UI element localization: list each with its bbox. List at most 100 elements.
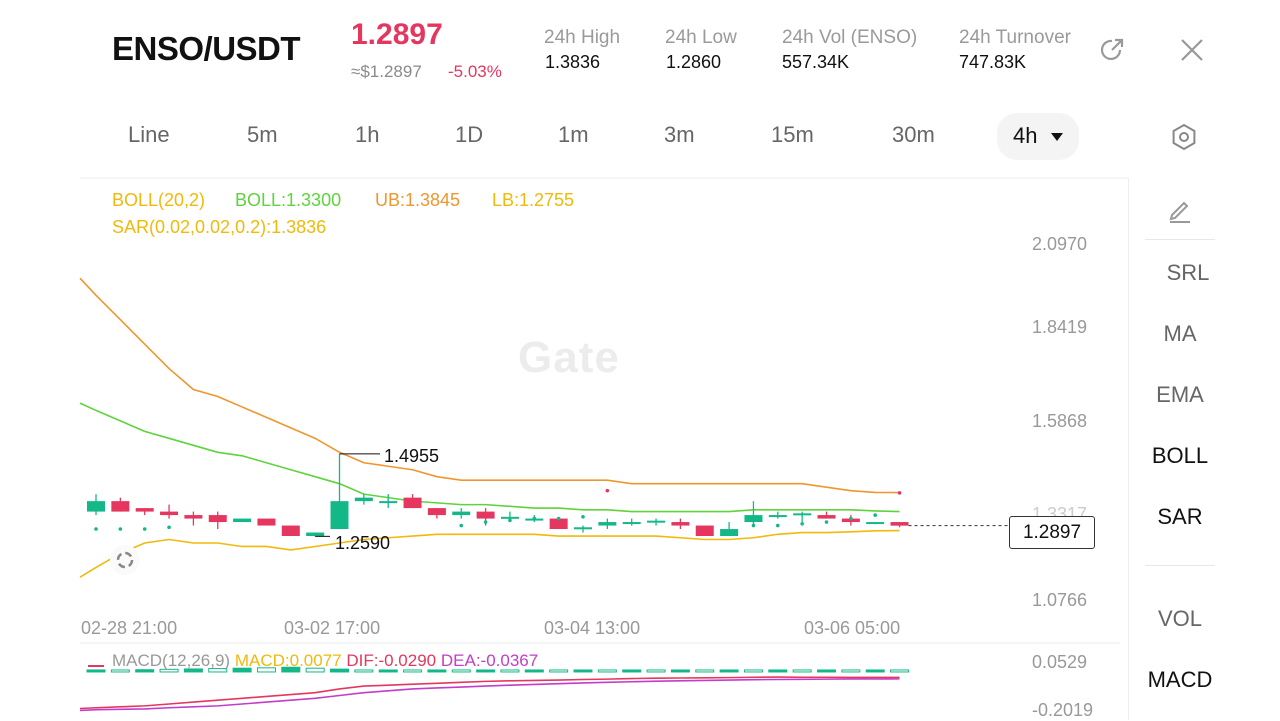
tab-1m[interactable]: 1m xyxy=(558,122,589,147)
macd-histogram-bar xyxy=(451,669,471,673)
candle-body xyxy=(184,515,203,519)
sar-dot xyxy=(508,518,512,523)
candle-body xyxy=(135,508,154,512)
sar-dot xyxy=(167,525,171,530)
tab-1d[interactable]: 1D xyxy=(455,122,484,147)
sar-dot xyxy=(142,527,147,531)
candle-body xyxy=(233,518,252,523)
candle-body xyxy=(500,516,519,519)
chart-settings-icon[interactable] xyxy=(1170,123,1198,151)
macd-histogram-bar xyxy=(281,666,301,673)
candle-body xyxy=(744,515,763,523)
sar-dot xyxy=(532,516,537,521)
pencil-icon[interactable] xyxy=(1166,195,1194,223)
boll-mid-line xyxy=(79,402,900,513)
macd-histogram-bar xyxy=(232,667,252,673)
candle-body xyxy=(793,513,812,516)
candle-body xyxy=(330,501,349,530)
boll-ub-value: UB:1.3845 xyxy=(375,190,461,210)
candle-body xyxy=(427,508,446,516)
sidebar-divider xyxy=(1145,239,1215,240)
sar-dot xyxy=(897,491,902,495)
candle-body xyxy=(866,522,885,525)
macd-histogram-bar xyxy=(354,669,374,673)
tab-30m[interactable]: 30m xyxy=(892,122,935,147)
tab-15m[interactable]: 15m xyxy=(771,122,814,147)
candle-body xyxy=(354,497,373,502)
macd-histogram-bar xyxy=(719,669,739,673)
stat-turnover-label: 24h Turnover xyxy=(959,27,1071,48)
candle-body xyxy=(574,527,592,530)
stat-low-label: 24h Low xyxy=(665,27,737,48)
sar-dot xyxy=(118,527,123,531)
stat-high-label: 24h High xyxy=(544,27,621,48)
macd-histogram-bar xyxy=(86,669,106,673)
candlestick-chart[interactable] xyxy=(0,0,1128,720)
sar-dot xyxy=(483,520,488,524)
macd-histogram-bar xyxy=(817,669,836,673)
macd-value: MACD:0.0077 xyxy=(234,651,342,670)
drawing-tool-handle-icon[interactable] xyxy=(110,545,140,575)
boll-upper-line xyxy=(79,277,900,494)
sar-value: SAR(0.02,0.02,0.2):1.3836 xyxy=(112,217,327,237)
sidebar-item-srl[interactable]: SRL xyxy=(1166,260,1210,285)
share-icon[interactable] xyxy=(1098,36,1126,64)
candle-body xyxy=(281,525,300,537)
macd-histogram-bar xyxy=(792,669,812,673)
sidebar-item-macd[interactable]: MACD xyxy=(1147,667,1213,692)
sidebar-divider xyxy=(1145,565,1215,566)
candle-body xyxy=(306,532,325,537)
gate-watermark: Gate xyxy=(518,333,620,382)
macd-histogram-bar xyxy=(159,668,179,673)
sidebar-item-vol[interactable]: VOL xyxy=(1157,606,1203,631)
macd-histogram-bar xyxy=(670,669,690,673)
macd-histogram-bar xyxy=(524,669,544,673)
tab-4h[interactable]: 4h xyxy=(997,113,1079,160)
macd-histogram-bar xyxy=(183,668,203,673)
x-tick-label: 03-02 17:00 xyxy=(284,618,381,638)
macd-histogram-bar xyxy=(743,669,763,673)
macd-histogram-bar xyxy=(135,669,155,673)
sar-dot xyxy=(849,516,853,521)
pair-title: ENSO/USDT xyxy=(112,30,301,67)
candle-body xyxy=(257,518,276,526)
macd-histogram-bar xyxy=(597,669,617,673)
sar-dot xyxy=(824,520,829,524)
y-tick-label: 2.0970 xyxy=(1032,234,1088,254)
macd-histogram-bar xyxy=(305,667,325,673)
candle-body xyxy=(768,515,787,518)
macd-histogram-bar xyxy=(890,669,910,673)
sar-dot xyxy=(776,523,780,528)
sidebar-item-ma[interactable]: MA xyxy=(1163,321,1197,346)
x-tick-label: 02-28 21:00 xyxy=(81,618,178,638)
sar-dot xyxy=(459,523,464,528)
candle-body xyxy=(671,522,690,526)
candle-body xyxy=(622,522,641,525)
sar-dot xyxy=(556,516,561,521)
macd-params: MACD(12,26,9) xyxy=(112,651,231,670)
macd-histogram-bar xyxy=(768,669,788,673)
candle-body xyxy=(647,520,666,523)
macd-histogram-bar xyxy=(549,669,569,673)
sar-dot xyxy=(873,513,877,517)
sidebar-item-boll[interactable]: BOLL xyxy=(1151,443,1209,468)
sar-dot xyxy=(581,515,585,519)
candle-body xyxy=(476,511,495,519)
last-price: 1.2897 xyxy=(351,18,443,51)
sidebar-item-ema[interactable]: EMA xyxy=(1156,382,1204,407)
candle-body xyxy=(379,501,398,504)
tab-line[interactable]: Line xyxy=(128,122,170,147)
macd-histogram-bar xyxy=(330,668,349,673)
last-price-tag: 1.2897 xyxy=(1009,516,1095,549)
sidebar-item-sar[interactable]: SAR xyxy=(1157,504,1203,529)
candle-body xyxy=(695,525,714,537)
tab-5m[interactable]: 5m xyxy=(247,122,278,147)
stat-volume-value: 557.34K xyxy=(782,52,850,72)
caret-down-icon xyxy=(1051,133,1063,141)
tab-3m[interactable]: 3m xyxy=(664,122,695,147)
tab-1h[interactable]: 1h xyxy=(355,122,380,147)
candle-body xyxy=(890,522,909,526)
tab-4h-label: 4h xyxy=(1013,123,1038,148)
macd-histogram-bar xyxy=(427,669,447,673)
close-icon[interactable] xyxy=(1178,36,1206,64)
